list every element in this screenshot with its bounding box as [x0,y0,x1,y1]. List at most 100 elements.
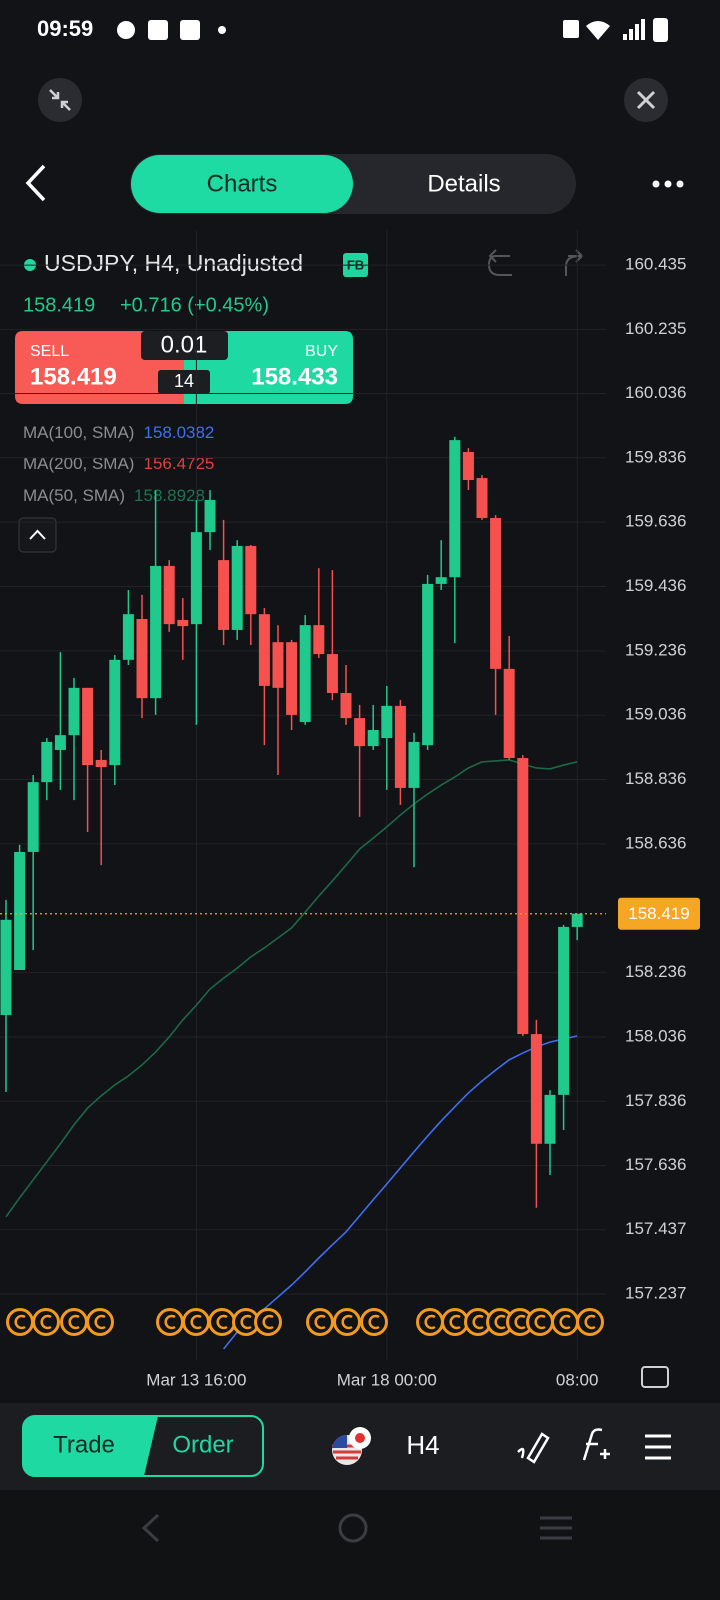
candle-body [435,577,447,584]
event-icon [182,1308,210,1336]
event-icon-glyph [164,1314,176,1330]
candle-body [82,687,94,766]
event-icon [576,1308,604,1336]
candle-body [326,654,338,694]
candle-body [122,614,134,660]
candle-body [503,668,515,758]
event-icon [526,1308,554,1336]
symbol-title: USDJPY, H4, Unadjusted [44,250,303,276]
candle-body [530,1034,542,1144]
nav-recents[interactable] [540,1516,572,1540]
event-icon [333,1308,361,1336]
tab-details[interactable]: Details [427,170,500,197]
candle-body [109,659,121,766]
indicator-tool[interactable] [582,1428,610,1461]
indicator-value: 158.8928 [134,486,205,505]
candle-body [394,705,406,788]
candle-body [367,730,379,747]
y-tick-label: 158.836 [625,769,686,788]
y-tick-label: 160.435 [625,255,686,274]
candle-body [14,851,26,971]
draw-tool[interactable] [517,1432,550,1464]
timeframe[interactable]: H4 [406,1430,439,1460]
event-icon-glyph [14,1314,26,1330]
indicator-name: MA(50, SMA) [23,486,125,505]
candle-body [204,499,216,533]
candle-body [354,718,366,747]
buy-price: 158.433 [251,363,338,390]
candle-body [449,440,461,578]
nav-back[interactable] [141,1513,160,1543]
candle-body [558,926,570,1095]
tab-active[interactable] [131,155,353,213]
plot [0,230,606,1360]
current-price-label: 158.419 [628,904,689,923]
minimize-button[interactable] [38,78,82,122]
event-icon-glyph [584,1314,596,1330]
axes: 157.237 157.437 157.636 157.836 158.036 158.2… [6,255,700,1389]
status-time: 09:59 [37,16,93,41]
candle-body [95,759,107,768]
menu-button[interactable] [645,1434,671,1460]
close-icon [636,90,656,110]
symbol-flag[interactable] [332,1427,371,1465]
more-button[interactable] [652,180,684,188]
y-tick-label: 157.836 [625,1091,686,1110]
candle-body [299,625,311,722]
candle-body [544,1094,556,1144]
candle-body [245,545,257,615]
event-icon [360,1308,388,1336]
sell-label: SELL [30,343,69,360]
ma-line [5,759,578,1218]
y-tick-label: 158.236 [625,962,686,981]
candle-body [422,583,434,746]
event-icon [416,1308,444,1336]
indicator-value: 158.0382 [143,423,214,442]
y-tick-label: 157.437 [625,1219,686,1238]
indicator-legend: MA(50, SMA) 158.8928 [23,486,205,505]
event-icon [6,1308,34,1336]
event-icon-glyph [190,1314,202,1330]
candle-body [476,478,488,518]
event-icon-glyph [68,1314,80,1330]
candle-body [177,619,189,627]
price-change: +0.716 (+0.45%) [120,294,269,316]
candle-body [136,619,148,699]
candle-body [408,741,420,788]
spread: 14 [174,371,194,391]
x-tick-label: 08:00 [556,1370,599,1389]
nav-home[interactable] [338,1513,368,1543]
event-icon [208,1308,236,1336]
trade-active[interactable] [23,1416,158,1476]
y-tick-label: 160.036 [625,383,686,402]
event-icon-glyph [449,1314,461,1330]
last-price: 158.419 [23,294,95,316]
collapse-button[interactable] [18,517,57,553]
event-icon [60,1308,88,1336]
sell-price: 158.419 [30,363,117,390]
candle-body [571,913,583,927]
layout-button[interactable] [641,1366,669,1388]
tab-charts[interactable]: Charts [207,170,278,197]
y-tick-label: 159.836 [625,447,686,466]
event-icon-glyph [534,1314,546,1330]
x-tick-label: Mar 18 00:00 [337,1370,437,1389]
x-tick-label: Mar 13 16:00 [146,1370,246,1389]
event-icon-glyph [559,1314,571,1330]
y-tick-label: 159.436 [625,576,686,595]
trade-button[interactable]: Trade [53,1431,115,1458]
order-button[interactable]: Order [172,1431,233,1458]
redo-button[interactable] [565,249,583,276]
event-icon-glyph [314,1314,326,1330]
ma-line [222,1035,578,1350]
back-button[interactable] [25,164,46,202]
candle-body [490,517,502,669]
candle-body [190,532,202,625]
lot-box[interactable] [141,331,228,360]
event-icon-glyph [368,1314,380,1330]
candle-body [27,782,39,852]
y-tick-label: 159.236 [625,640,686,659]
indicator-name: MA(100, SMA) [23,423,134,442]
candle-body [286,642,298,715]
